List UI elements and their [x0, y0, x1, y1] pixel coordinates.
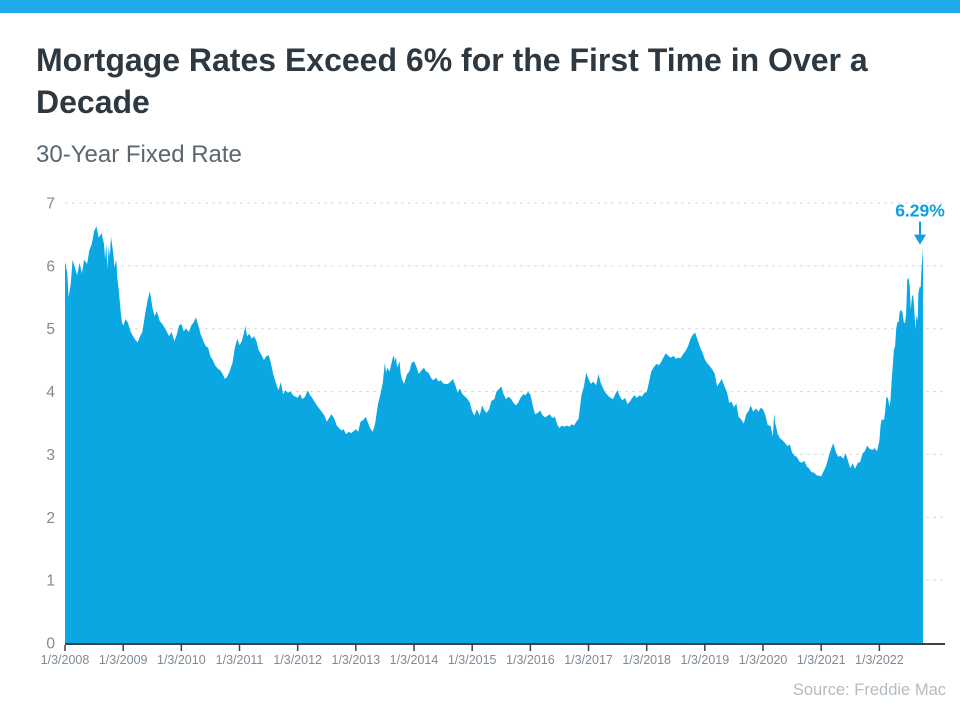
x-axis-label: 1/3/2010 — [157, 653, 206, 667]
x-axis-label: 1/3/2014 — [390, 653, 439, 667]
y-axis-label: 1 — [46, 573, 55, 590]
y-axis-label: 0 — [46, 636, 55, 653]
x-axis-label: 1/3/2013 — [332, 653, 381, 667]
y-axis-label: 6 — [46, 258, 55, 275]
y-axis-label: 2 — [46, 510, 55, 527]
x-axis-label: 1/3/2016 — [506, 653, 555, 667]
x-axis-label: 1/3/2019 — [681, 653, 730, 667]
x-axis-label: 1/3/2011 — [216, 653, 264, 667]
x-axis-label: 1/3/2021 — [797, 653, 846, 667]
x-axis-label: 1/3/2008 — [41, 653, 90, 667]
page-title: Mortgage Rates Exceed 6% for the First T… — [36, 42, 868, 120]
y-axis-label: 7 — [46, 196, 55, 213]
x-axis-label: 1/3/2015 — [448, 653, 497, 667]
area-series — [65, 226, 923, 644]
chart-subtitle: 30-Year Fixed Rate — [36, 141, 242, 168]
annotation-arrowhead-icon — [914, 234, 926, 245]
y-axis-label: 5 — [46, 321, 55, 338]
x-axis-label: 1/3/2018 — [622, 653, 671, 667]
x-axis-label: 1/3/2009 — [99, 653, 148, 667]
x-axis-label: 1/3/2017 — [564, 653, 613, 667]
x-axis-label: 1/3/2022 — [855, 653, 904, 667]
source-credit: Source: Freddie Mac — [792, 681, 946, 699]
annotation-label: 6.29% — [895, 201, 945, 221]
x-axis-label: 1/3/2012 — [273, 653, 322, 667]
x-axis-label: 1/3/2020 — [739, 653, 788, 667]
top-accent-bar — [0, 0, 960, 13]
y-axis-label: 3 — [46, 447, 55, 464]
y-axis-label: 4 — [46, 384, 55, 401]
